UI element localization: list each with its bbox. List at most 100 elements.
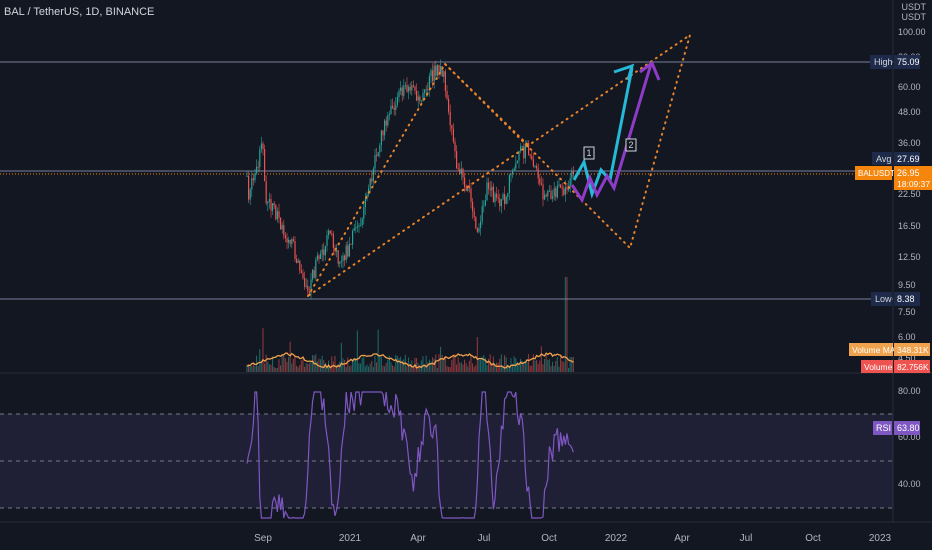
- candle-body: [348, 243, 350, 257]
- candle-body: [256, 166, 258, 174]
- candle-body: [572, 171, 574, 175]
- currency-label-top: USDT: [901, 2, 927, 12]
- candle-body: [425, 89, 427, 91]
- high-value-box: [894, 55, 920, 69]
- volume-bar: [379, 355, 381, 372]
- volume-bar: [248, 364, 250, 372]
- volume-bar: [348, 366, 350, 372]
- volume-bar: [265, 354, 267, 372]
- volume-bar: [457, 357, 459, 372]
- candle-body: [328, 230, 330, 236]
- candle-body: [283, 225, 285, 236]
- volume-bar: [273, 367, 275, 372]
- volume-bar: [270, 364, 272, 372]
- volume-label-value: 82.756K: [897, 362, 929, 372]
- candle-body: [376, 155, 378, 157]
- pattern-inner-leg: [444, 63, 529, 146]
- candle-body: [507, 192, 509, 197]
- high-label-name: High: [874, 57, 893, 67]
- volume-bar: [518, 363, 520, 372]
- wave2-label-box[interactable]: [625, 138, 637, 152]
- candle-body: [368, 188, 370, 195]
- candle-body: [555, 188, 557, 198]
- candle-body: [305, 285, 307, 287]
- volume-bar: [323, 360, 325, 372]
- volume-bar: [507, 365, 509, 372]
- avg-label-box: [872, 152, 892, 165]
- candle-body: [320, 253, 322, 260]
- volume-bar: [408, 357, 410, 372]
- volume-bar: [320, 359, 322, 372]
- candle-body: [248, 175, 250, 200]
- candle-body: [515, 163, 517, 169]
- volume-bar: [372, 367, 374, 372]
- volume-bar: [278, 359, 280, 372]
- volume-ma-label-value: 348.31K: [897, 345, 929, 355]
- candle-body: [344, 255, 346, 261]
- volume-bar: [571, 357, 573, 372]
- candle-body: [307, 285, 309, 292]
- volume-bar: [462, 364, 464, 372]
- candle-body: [422, 92, 424, 101]
- avg-label-value: 27.69: [897, 154, 920, 164]
- volume-bar: [496, 362, 498, 372]
- candle-body: [510, 174, 512, 176]
- volume-bar: [272, 356, 274, 372]
- price-tick: 6.00: [898, 332, 916, 342]
- candle-body: [457, 168, 459, 170]
- volume-bar: [416, 358, 418, 372]
- volume-bar: [420, 360, 422, 372]
- volume-bar: [316, 361, 318, 372]
- wave2-label: 2: [628, 140, 633, 150]
- candle-body: [414, 86, 416, 91]
- volume-bar: [310, 360, 312, 372]
- volume-bar: [308, 363, 310, 372]
- volume-bar: [302, 359, 304, 372]
- volume-bar: [472, 363, 474, 372]
- time-label: Jul: [740, 533, 753, 544]
- price-tick: 16.50: [898, 221, 921, 231]
- volume-bar: [529, 365, 531, 372]
- volume-bar: [364, 366, 366, 372]
- candle-body: [265, 181, 267, 204]
- rsi-band: [0, 414, 893, 508]
- candle-body: [443, 71, 445, 77]
- wave1-label-box[interactable]: [583, 146, 595, 160]
- volume-bar: [337, 364, 339, 372]
- volume-bar: [548, 359, 550, 372]
- candle-body: [308, 291, 310, 294]
- candle-body: [408, 86, 410, 92]
- volume-bar: [427, 362, 429, 372]
- volume-bar: [312, 355, 314, 372]
- rsi-label-name: RSI: [876, 423, 891, 433]
- candle-body: [417, 96, 419, 101]
- candle-body: [249, 189, 251, 200]
- rsi-line: [246, 391, 574, 519]
- volume-bar: [347, 357, 349, 372]
- candle-body: [459, 168, 461, 174]
- volume-bar: [283, 355, 285, 372]
- volume-bar: [358, 363, 360, 372]
- time-axis[interactable]: Sep 2021 Apr Jul Oct 2022 Apr Jul Oct 20…: [254, 533, 891, 544]
- volume-bar: [380, 356, 382, 372]
- price-tick: 9.50: [898, 280, 916, 290]
- candle-body: [563, 188, 565, 195]
- candle-body: [273, 203, 275, 206]
- candle-body: [520, 146, 522, 151]
- candle-body: [363, 207, 365, 219]
- volume-bar: [534, 360, 536, 372]
- candle-body: [521, 146, 523, 148]
- volume-bar: [384, 366, 386, 372]
- volume-bar: [502, 365, 504, 372]
- volume-bars: [246, 277, 574, 372]
- volume-bar: [291, 363, 293, 372]
- price-axis[interactable]: 100.00 80.00 60.00 48.00 36.00 22.50 16.…: [898, 27, 926, 363]
- symbol-label-name: BALUSDT: [858, 169, 895, 178]
- candle-body: [539, 178, 541, 184]
- candle-body: [489, 188, 491, 191]
- volume-bar: [497, 362, 499, 372]
- volume-bar: [275, 367, 277, 372]
- volume-bar: [395, 354, 397, 372]
- rsi-axis[interactable]: 80.00 60.00 40.00: [898, 386, 921, 489]
